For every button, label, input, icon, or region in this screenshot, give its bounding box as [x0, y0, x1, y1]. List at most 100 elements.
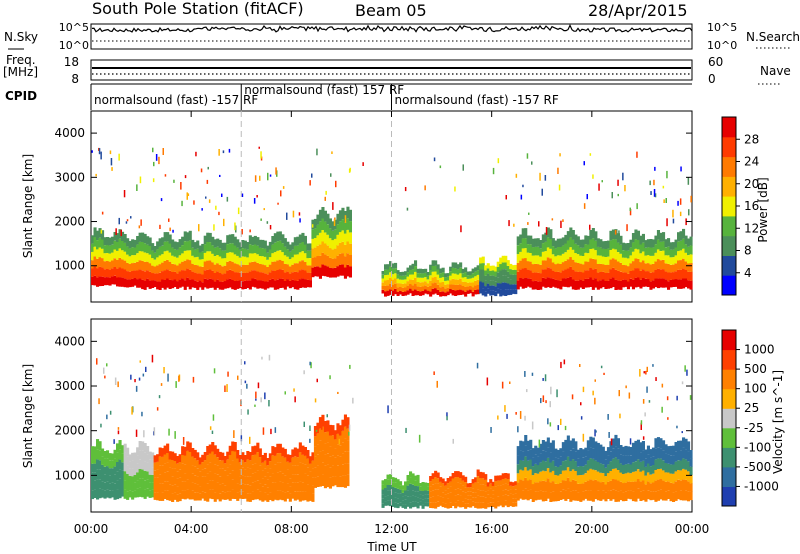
- scatter-echo: [676, 395, 678, 401]
- scatter-echo: [433, 371, 435, 375]
- scatter-echo: [649, 180, 651, 186]
- heatmap-cell: [193, 249, 197, 258]
- heatmap-cell: [158, 281, 162, 290]
- heatmap-cell: [601, 481, 605, 491]
- heatmap-cell: [621, 242, 625, 251]
- heatmap-cell: [153, 246, 157, 253]
- heatmap-cell: [499, 264, 503, 271]
- heatmap-cell: [604, 459, 608, 468]
- heatmap-cell: [236, 483, 240, 493]
- heatmap-cell: [549, 268, 553, 279]
- heatmap-cell: [662, 490, 666, 501]
- scatter-echo: [666, 218, 668, 227]
- heatmap-cell: [494, 497, 498, 503]
- heatmap-cell: [121, 488, 125, 497]
- scatter-echo: [100, 151, 102, 160]
- scatter-echo: [106, 414, 108, 420]
- heatmap-cell: [101, 464, 105, 474]
- heatmap-cell: [106, 473, 110, 482]
- scatter-echo: [560, 361, 562, 369]
- heatmap-cell: [421, 269, 425, 274]
- heatmap-cell: [406, 267, 410, 273]
- heatmap-cell: [584, 235, 588, 245]
- freq-left-tick-bottom: 8: [71, 72, 79, 86]
- heatmap-cell: [446, 483, 450, 489]
- colorbar-frame: [721, 329, 737, 507]
- heatmap-cell: [576, 483, 580, 493]
- heatmap-cell: [298, 279, 302, 288]
- scatter-echo: [643, 371, 645, 374]
- heatmap-cell: [118, 440, 122, 450]
- heatmap-cell: [273, 242, 277, 253]
- scatter-echo: [268, 400, 270, 407]
- heatmap-cell: [506, 277, 510, 284]
- heatmap-cell: [186, 277, 190, 287]
- heatmap-cell: [193, 280, 197, 288]
- heatmap-cell: [111, 482, 115, 491]
- noise-right-tick-top: 10^5: [707, 21, 737, 34]
- heatmap-cell: [584, 244, 588, 253]
- heatmap-cell: [569, 481, 573, 492]
- heatmap-cell: [186, 451, 190, 461]
- scatter-echo: [629, 438, 632, 445]
- heatmap-cell: [411, 279, 415, 286]
- heatmap-cell: [564, 234, 568, 244]
- heatmap-cell: [456, 284, 460, 291]
- heatmap-cell: [313, 457, 317, 468]
- heatmap-cell: [101, 239, 105, 249]
- heatmap-cell: [646, 472, 650, 482]
- heatmap-cell: [684, 244, 688, 253]
- heatmap-cell: [391, 482, 395, 488]
- heatmap-cell: [141, 460, 145, 470]
- heatmap-cell: [629, 464, 633, 474]
- heatmap-cell: [111, 244, 115, 253]
- heatmap-cell: [626, 273, 630, 282]
- heatmap-cell: [479, 263, 483, 270]
- heatmap-cell: [258, 448, 262, 458]
- heatmap-cell: [281, 243, 285, 253]
- heatmap-cell: [449, 271, 453, 276]
- y-tick-label: 3000: [54, 170, 85, 184]
- heatmap-cell: [208, 444, 212, 454]
- scatter-echo: [113, 439, 115, 444]
- heatmap-cell: [419, 282, 423, 287]
- heatmap-cell: [531, 281, 535, 290]
- heatmap-cell: [163, 280, 167, 290]
- heatmap-cell: [161, 456, 165, 466]
- heatmap-cell: [146, 244, 150, 254]
- scatter-echo: [545, 400, 547, 404]
- heatmap-cell: [128, 279, 132, 288]
- scatter-echo: [654, 193, 657, 198]
- heatmap-cell: [411, 269, 415, 275]
- heatmap-cell: [123, 462, 127, 472]
- heatmap-cell: [486, 278, 490, 284]
- scatter-echo: [164, 174, 167, 177]
- scatter-echo: [282, 186, 285, 189]
- scatter-echo: [274, 427, 277, 433]
- date-title: 28/Apr/2015: [588, 1, 688, 20]
- heatmap-cell: [514, 284, 518, 290]
- heatmap-cell: [399, 287, 403, 291]
- heatmap-cell: [662, 241, 666, 251]
- heatmap-cell: [291, 465, 295, 475]
- heatmap-cell: [431, 271, 435, 278]
- heatmap-cell: [123, 260, 127, 270]
- heatmap-cell: [313, 228, 317, 238]
- heatmap-cell: [679, 250, 683, 260]
- heatmap-cell: [343, 414, 347, 427]
- heatmap-cell: [649, 281, 653, 290]
- heatmap-cell: [191, 239, 195, 248]
- heatmap-cell: [303, 473, 307, 483]
- scatter-echo: [260, 218, 262, 221]
- heatmap-cell: [101, 230, 105, 240]
- heatmap-cell: [213, 492, 217, 502]
- heatmap-cell: [251, 270, 255, 279]
- heatmap-cell: [133, 278, 137, 286]
- heatmap-cell: [539, 256, 543, 265]
- heatmap-cell: [682, 248, 686, 259]
- heatmap-cell: [529, 459, 533, 470]
- scatter-echo: [618, 230, 620, 236]
- heatmap-cell: [201, 274, 205, 283]
- heatmap-cell: [576, 475, 580, 484]
- scatter-echo: [117, 381, 119, 388]
